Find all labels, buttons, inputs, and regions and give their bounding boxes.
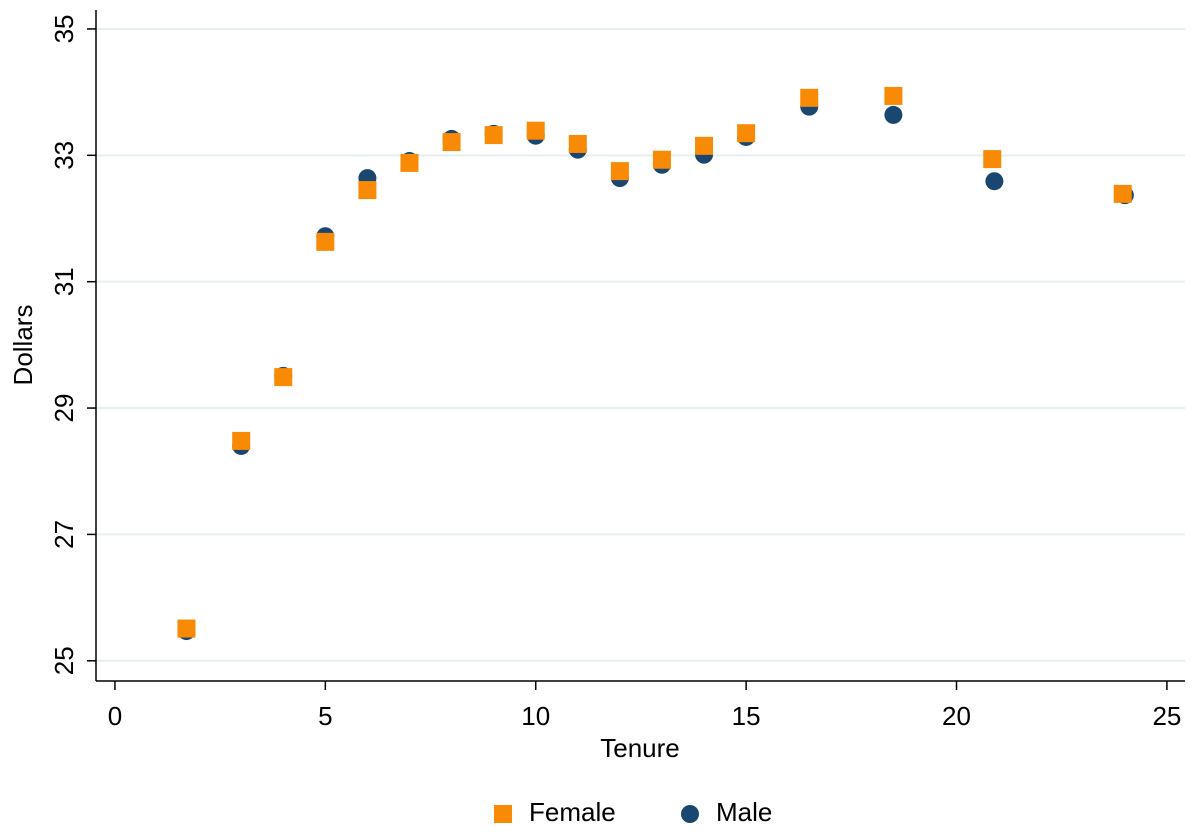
marker-square [737,124,756,143]
x-tick-label: 20 [942,701,971,731]
marker-square [610,162,629,181]
marker-square [652,150,671,169]
marker-square [1113,184,1132,203]
y-tick-label: 33 [49,141,79,170]
marker-square [274,368,293,387]
legend-label: Male [716,797,772,827]
y-tick-label: 35 [49,14,79,43]
marker-square [177,619,196,638]
marker-square [695,136,714,155]
marker-square [316,232,335,251]
x-tick-label: 0 [108,701,122,731]
marker-square [358,181,377,200]
marker-square [983,150,1002,169]
marker-square [526,121,545,140]
x-tick-label: 5 [318,701,332,731]
marker-square [884,86,903,105]
marker-square [232,431,251,450]
marker-circle [985,172,1004,191]
marker-square [568,134,587,153]
x-tick-label: 10 [521,701,550,731]
marker-square [400,153,419,172]
legend-marker [681,805,699,823]
marker-square [442,133,461,152]
y-tick-label: 27 [49,520,79,549]
y-tick-label: 29 [49,394,79,423]
y-tick-label: 25 [49,646,79,675]
legend-label: Female [529,797,616,827]
x-tick-label: 15 [732,701,761,731]
y-axis-label: Dollars [8,305,38,386]
marker-circle [884,105,903,124]
legend-marker [494,805,512,823]
x-axis-label: Tenure [600,733,680,763]
marker-square [484,126,503,145]
marker-square [800,88,819,107]
x-tick-label: 25 [1152,701,1181,731]
y-tick-label: 31 [49,267,79,296]
